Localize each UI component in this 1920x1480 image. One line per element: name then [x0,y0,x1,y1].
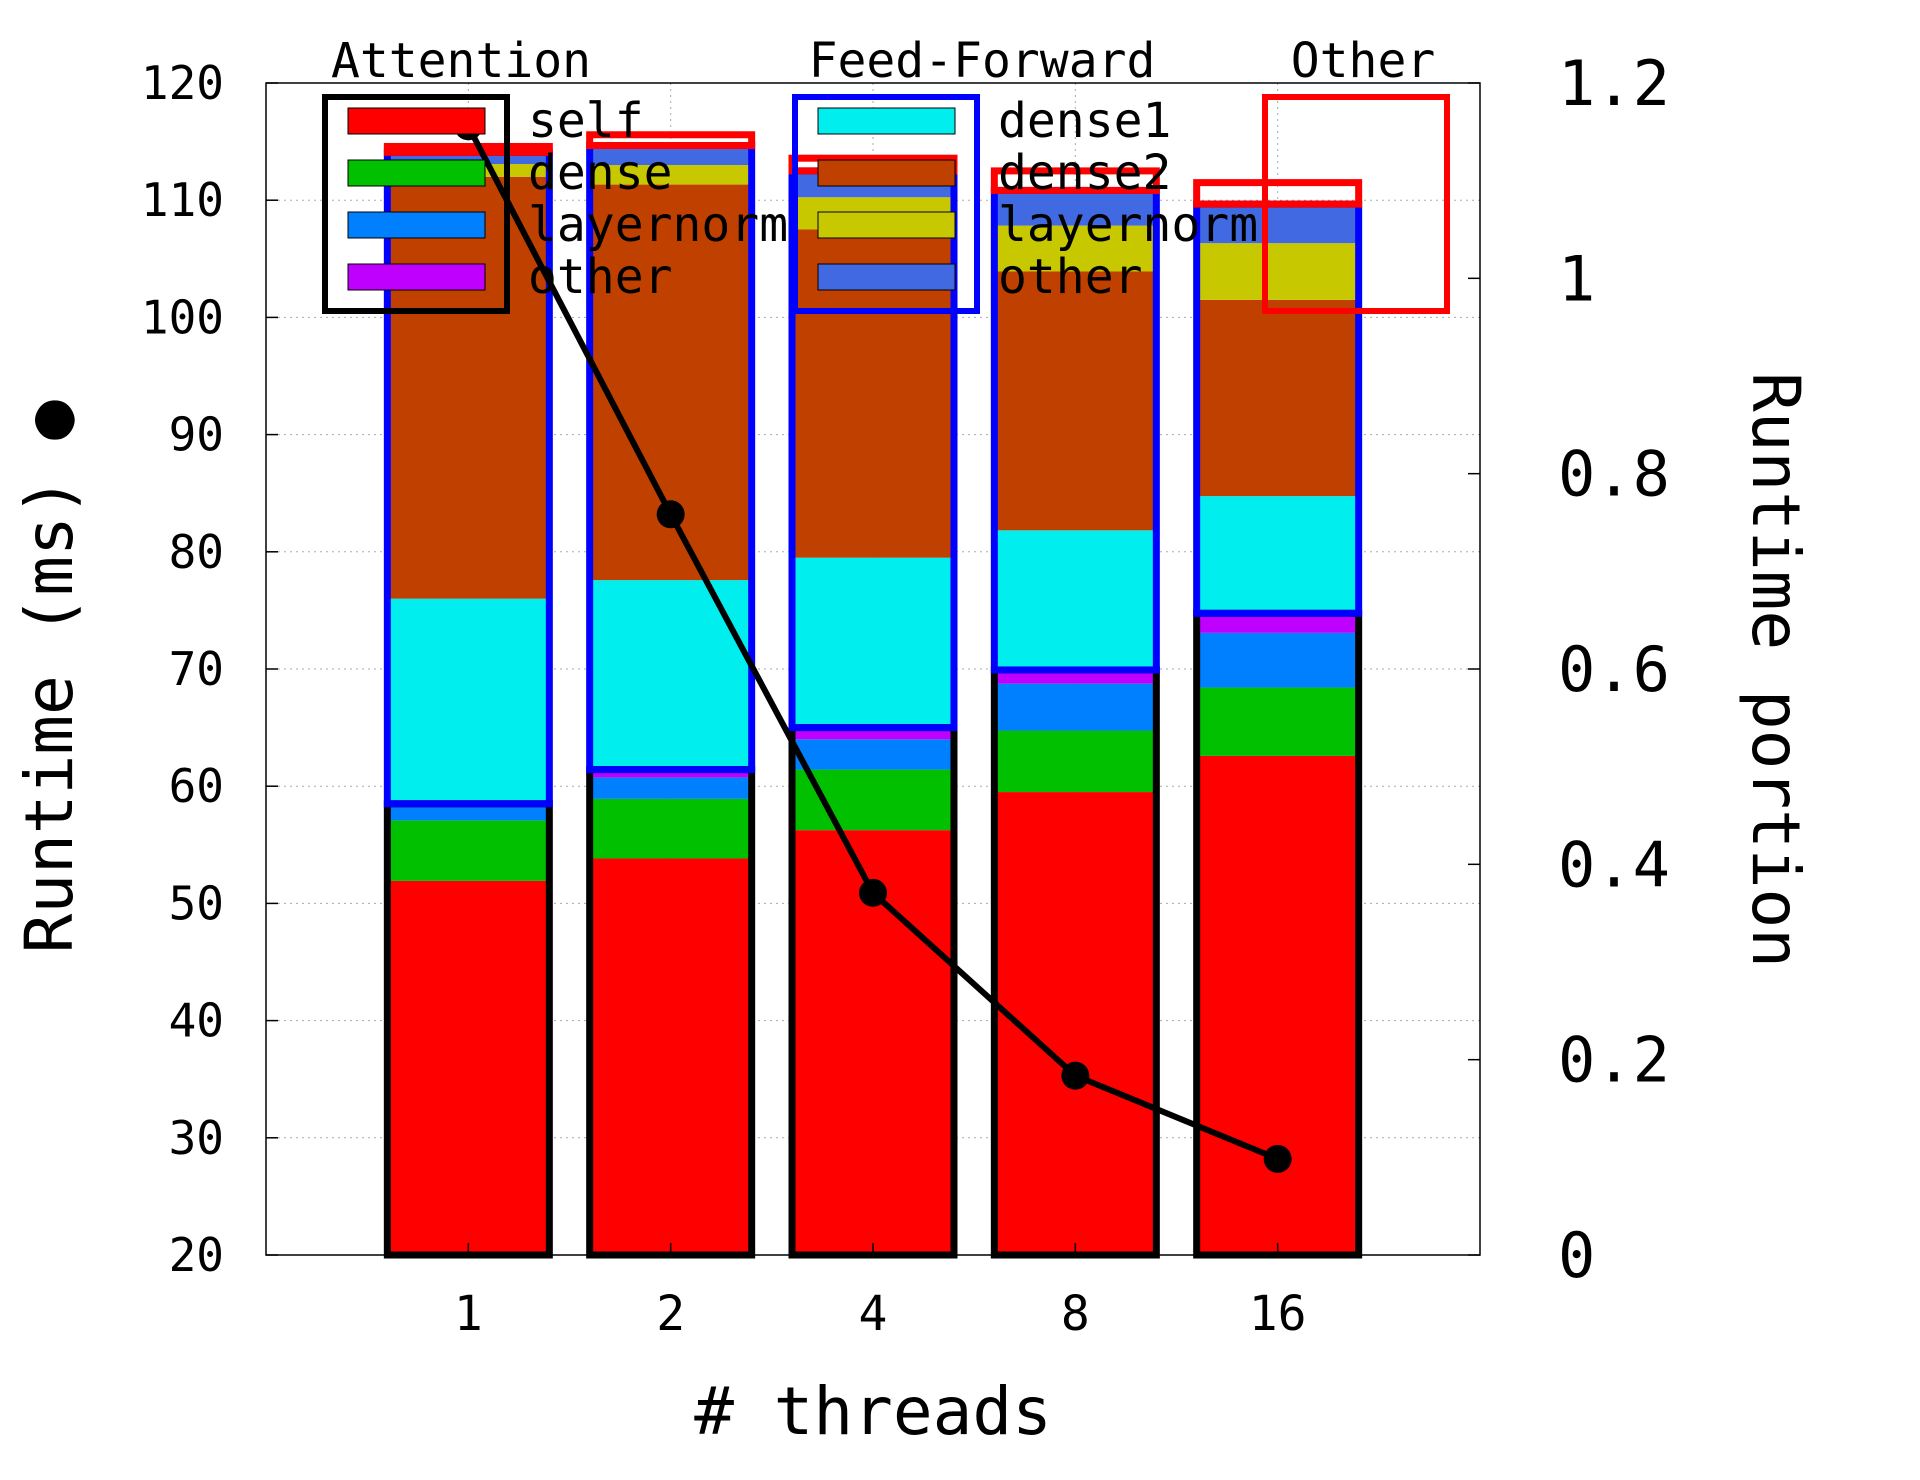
runtime-point [1061,1061,1090,1090]
legend-group-frame [1262,94,1450,314]
x-tick-label: 4 [859,1286,888,1342]
bar-segment-attention-other [589,769,752,778]
runtime-point [1263,1144,1292,1173]
bar-segment-feed-forward-dense1 [387,598,550,804]
bar-segment-feed-forward-dense1 [994,530,1157,670]
bar-segment-attention-self [387,880,550,1255]
y-left-tick-label: 80 [169,525,224,579]
x-tick-label: 1 [454,1286,483,1342]
bar-segment-feed-forward-dense1 [792,557,954,728]
y-axis-left-marker: ● [11,400,88,440]
bar-segment-feed-forward-other [994,190,1157,226]
legend-group-title: Attention [331,33,591,89]
bar-segment-attention-dense [1196,687,1359,756]
legend-label: other [528,249,673,305]
y-right-tick-label: 0.4 [1558,828,1670,901]
y-right-tick-label: 0 [1558,1219,1595,1292]
bar-segment-attention-dense [589,798,752,859]
y-left-tick-label: 20 [169,1228,224,1282]
bar-segment-attention-layernorm [994,683,1157,731]
bar-segment-feed-forward-dense2 [1196,299,1359,497]
y-right-tick-label: 0.8 [1558,438,1670,511]
bar-segment-attention-dense [994,730,1157,793]
y-axis-left-title-group: Runtime (ms) ● [11,400,88,954]
bar-segment-attention-layernorm [1196,632,1359,688]
legend-label: layernorm [998,197,1258,253]
bar-group-outline-other [586,131,756,150]
stacked-bars [383,131,1363,1259]
legend-swatch [347,159,486,187]
bar-segment-attention-self [1196,755,1359,1255]
bar-segment-feed-forward-layernorm [994,225,1157,272]
y-left-tick-label: 40 [169,994,224,1048]
legend-label: dense [528,145,673,201]
bar-group-outline-other [990,167,1160,194]
x-axis-title: # threads [694,1373,1052,1450]
runtime-point [859,878,887,907]
y-right-tick-label: 0.6 [1558,633,1670,706]
legend-swatch [817,263,956,291]
x-tick-label: 8 [1061,1286,1090,1342]
runtime-point [656,500,685,529]
bar-group-outline-other [383,142,553,156]
y-axis-left-title: Runtime (ms) [11,477,88,954]
legend-group-frame [792,94,980,314]
bar-segment-attention-layernorm [387,806,550,821]
legend-group-title: Feed-Forward [809,33,1156,89]
axes: 20 30 40 50 60 70 80 90 100 110 120 0 0.2 0.4 0.6 0.8 1 1… [141,47,1670,1342]
bar-segment-feed-forward-other [1196,204,1359,244]
bar-segment-feed-forward-dense2 [387,176,550,599]
axis-labels: # threads Runtime (ms) ● Runtime portion [11,372,1814,1450]
legend-swatch [347,263,486,291]
bar-group-outline-other [1193,179,1363,208]
bar-segment-attention-other [1196,613,1359,633]
y-right-tick-label: 1.2 [1558,47,1670,120]
legend-group-frame [322,94,510,314]
y-left-tick-label: 30 [169,1111,224,1165]
legend-swatch [817,211,956,239]
y-left-tick-label: 90 [169,408,224,462]
y-left-tick-label: 60 [169,759,224,813]
y-left-tick-label: 50 [169,876,224,930]
bar-segment-attention-layernorm [589,777,752,799]
legend-label: dense2 [998,145,1171,201]
bar-segment-feed-forward-layernorm [1196,243,1359,300]
legend-label: layernorm [528,197,788,253]
legend: AttentionselfdenselayernormotherFeed-For… [322,33,1450,314]
legend-group-title: Other [1291,33,1436,89]
bar-segment-attention-other [792,727,954,740]
bar-segment-feed-forward-other [589,145,752,166]
y-left-tick-label: 110 [141,173,224,227]
y-left-tick-label: 70 [169,642,224,696]
y-left-tick-label: 100 [141,290,224,344]
y-left-tick-label: 120 [141,56,224,110]
legend-label: other [998,249,1143,305]
legend-label: dense1 [998,93,1171,149]
legend-swatch [817,107,956,135]
bar-segment-feed-forward-other [387,152,550,165]
runtime-line [454,112,1292,1173]
bar-segment-attention-dense [792,769,954,831]
bar-segment-feed-forward-layernorm [589,165,752,185]
bar-segment-feed-forward-dense1 [589,580,752,770]
legend-swatch [347,211,486,239]
legend-label: self [528,93,644,149]
bar-segment-feed-forward-dense1 [1196,496,1359,614]
bar-segment-attention-dense [387,820,550,881]
y-right-tick-label: 1 [1558,242,1595,315]
legend-swatch [347,107,486,135]
bar-segment-attention-self [589,858,752,1255]
x-tick-label: 16 [1249,1286,1307,1342]
bar-segment-feed-forward-dense2 [994,271,1157,531]
bar-segment-attention-layernorm [792,739,954,770]
y-right-tick-label: 0.2 [1558,1024,1670,1097]
legend-swatch [817,159,956,187]
x-tick-label: 2 [656,1286,685,1342]
y-axis-right-title: Runtime portion [1737,372,1814,968]
